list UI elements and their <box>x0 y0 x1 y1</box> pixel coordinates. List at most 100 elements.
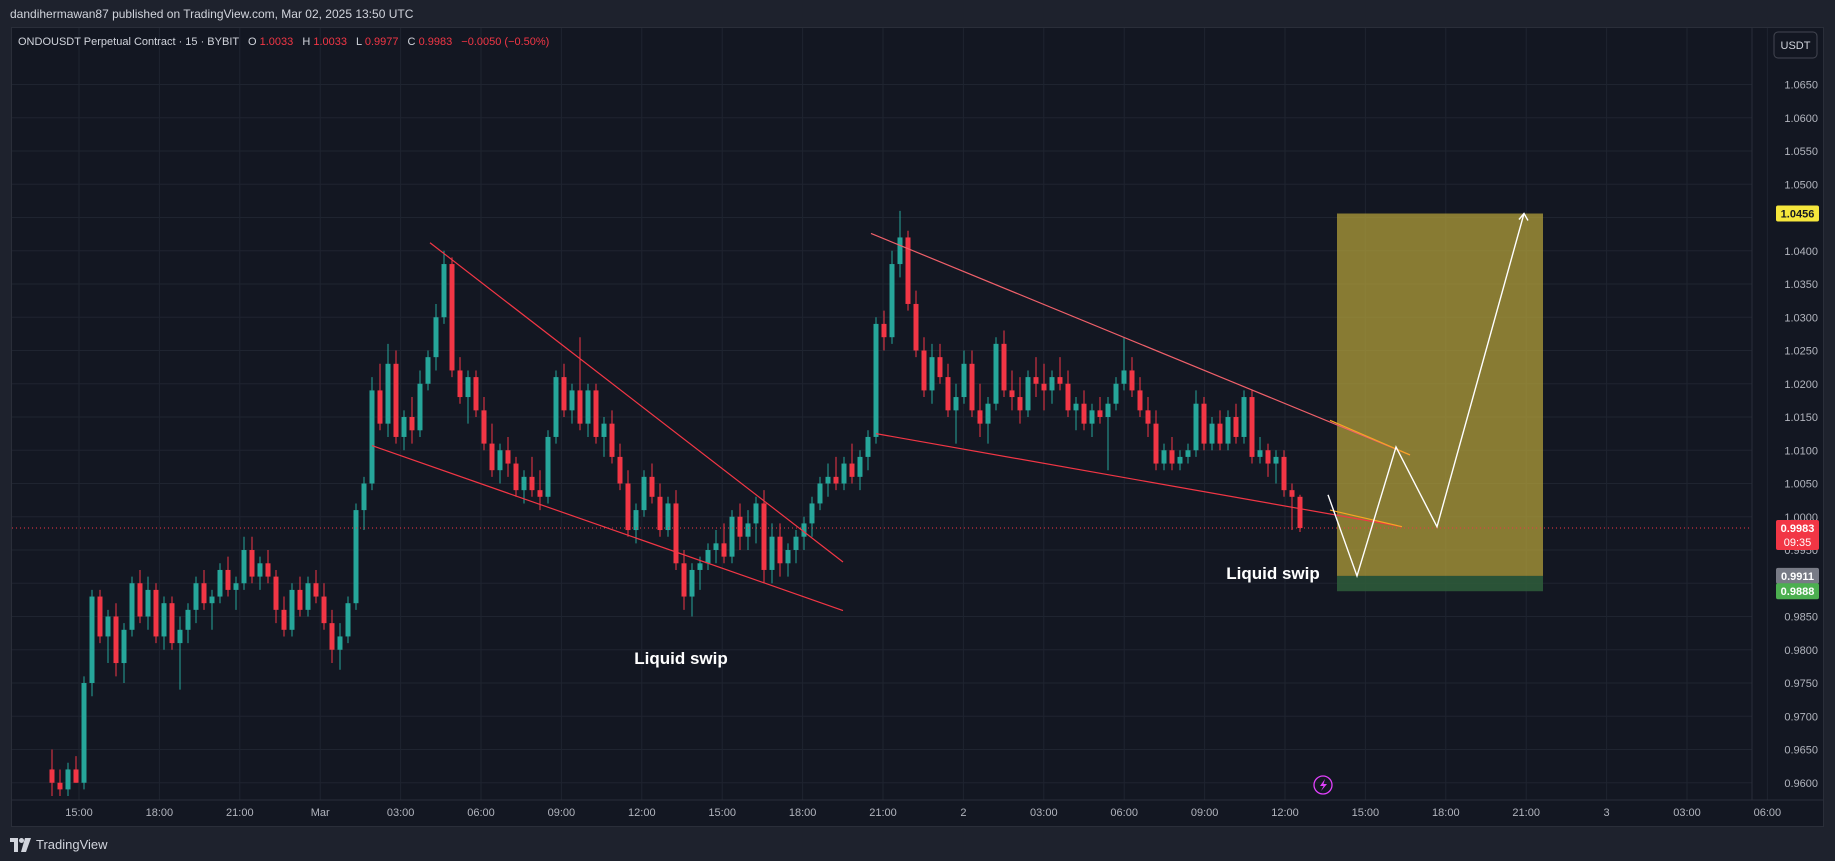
candle-body <box>785 550 791 564</box>
candle-body <box>1041 383 1047 391</box>
current-price-badge: 0.9983 09:35 <box>1776 520 1819 551</box>
candle <box>1049 370 1055 404</box>
candle-body <box>961 363 967 398</box>
candle-body <box>345 603 351 637</box>
candle <box>513 456 519 497</box>
candle-body <box>825 476 831 484</box>
candle <box>417 370 423 437</box>
candle <box>57 769 63 797</box>
candle <box>889 250 895 344</box>
candle <box>825 463 831 497</box>
entry-price-badge: 0.9911 <box>1776 567 1819 584</box>
y-tick-label: 1.0550 <box>1784 146 1818 158</box>
candle-body <box>49 769 55 783</box>
y-tick-label: 1.0350 <box>1784 279 1818 291</box>
x-tick-label: 15:00 <box>1352 807 1380 819</box>
candle-body <box>1249 397 1255 457</box>
candle-body <box>1241 397 1247 437</box>
candle-body <box>185 609 191 630</box>
candle-body <box>929 357 935 391</box>
candle-body <box>153 589 159 637</box>
price-chart[interactable]: Liquid swip Liquid swip 1.0650 1.0600 1.055… <box>0 0 1835 829</box>
candle-body <box>65 769 71 790</box>
y-tick-label: 1.0050 <box>1784 479 1818 491</box>
x-tick-label: 12:00 <box>628 807 656 819</box>
candle-body <box>105 616 111 637</box>
x-tick-label: 06:00 <box>1110 807 1138 819</box>
candle-body <box>129 583 135 630</box>
position-zones <box>1337 213 1543 592</box>
candle <box>105 609 111 664</box>
chart-legend: ONDOUSDT Perpetual Contract · 15 · BYBIT… <box>18 36 549 48</box>
candle-body <box>969 363 975 411</box>
x-tick-label: 09:00 <box>1191 807 1219 819</box>
x-tick-label: 09:00 <box>548 807 576 819</box>
candle-body <box>401 417 407 437</box>
tradingview-logo[interactable]: TradingView <box>10 837 108 852</box>
candle-body <box>257 563 263 577</box>
annotation-liquid-swip: Liquid swip <box>1226 564 1320 583</box>
current-price-badge-text: 0.9983 <box>1781 523 1815 535</box>
candle-body <box>1017 397 1023 411</box>
candle <box>881 310 887 351</box>
candle <box>361 476 367 531</box>
candle <box>809 496 815 537</box>
y-tick-label: 1.0150 <box>1784 412 1818 424</box>
candle <box>249 536 255 584</box>
chart-axes: 1.06501.06001.05501.05001.04501.04001.03… <box>12 28 1823 819</box>
candle <box>713 530 719 564</box>
current-price-badge-bg <box>1776 520 1819 551</box>
candle <box>545 430 551 504</box>
annotation-liquid-swip: Liquid swip <box>634 649 728 668</box>
candle-body <box>873 323 879 437</box>
candle-body <box>1185 450 1191 457</box>
candle <box>121 623 127 683</box>
candle <box>1185 443 1191 464</box>
candle-body <box>393 363 399 437</box>
candle <box>73 756 79 783</box>
currency-button[interactable]: USDT <box>1773 31 1818 59</box>
candle <box>929 343 935 404</box>
candle-body <box>1057 377 1063 384</box>
candle <box>177 616 183 690</box>
candle-body <box>225 569 231 590</box>
candle-body <box>121 629 127 664</box>
candle <box>153 583 159 644</box>
candle <box>705 543 711 570</box>
candle-body <box>1065 383 1071 411</box>
candle <box>353 503 359 610</box>
candle <box>617 443 623 491</box>
candle-body <box>889 264 895 338</box>
candle-body <box>169 603 175 644</box>
candle <box>457 357 463 404</box>
x-tick-label: 18:00 <box>1432 807 1460 819</box>
candle-body <box>89 596 95 683</box>
candle-body <box>881 323 887 338</box>
legend-symbol: ONDOUSDT Perpetual Contract · 15 · BYBIT <box>18 36 239 48</box>
candle <box>273 569 279 624</box>
candle-body <box>1233 417 1239 437</box>
candle-body <box>617 456 623 484</box>
lightning-icon[interactable] <box>1313 775 1333 795</box>
candle-body <box>1073 403 1079 411</box>
candle-body <box>849 463 855 477</box>
currency-button-label: USDT <box>1781 40 1811 52</box>
candle <box>193 576 199 624</box>
candle <box>953 383 959 444</box>
x-tick-label: Mar <box>311 807 330 819</box>
candle <box>537 470 543 511</box>
stop-price-badge-bg <box>1776 583 1819 600</box>
candle <box>305 576 311 617</box>
x-tick-label: 15:00 <box>708 807 736 819</box>
legend-high-value: 1.0033 <box>313 36 347 48</box>
candle <box>377 363 383 431</box>
candle <box>1281 450 1287 497</box>
candle-body <box>641 476 647 511</box>
candle <box>225 556 231 597</box>
publisher-bar: dandihermawan87 published on TradingView… <box>0 0 1835 26</box>
candle-body <box>1113 383 1119 404</box>
candle-body <box>377 390 383 424</box>
candle <box>689 563 695 617</box>
candle-body <box>1273 456 1279 464</box>
chart-overlay: Liquid swip Liquid swip <box>12 212 1752 668</box>
